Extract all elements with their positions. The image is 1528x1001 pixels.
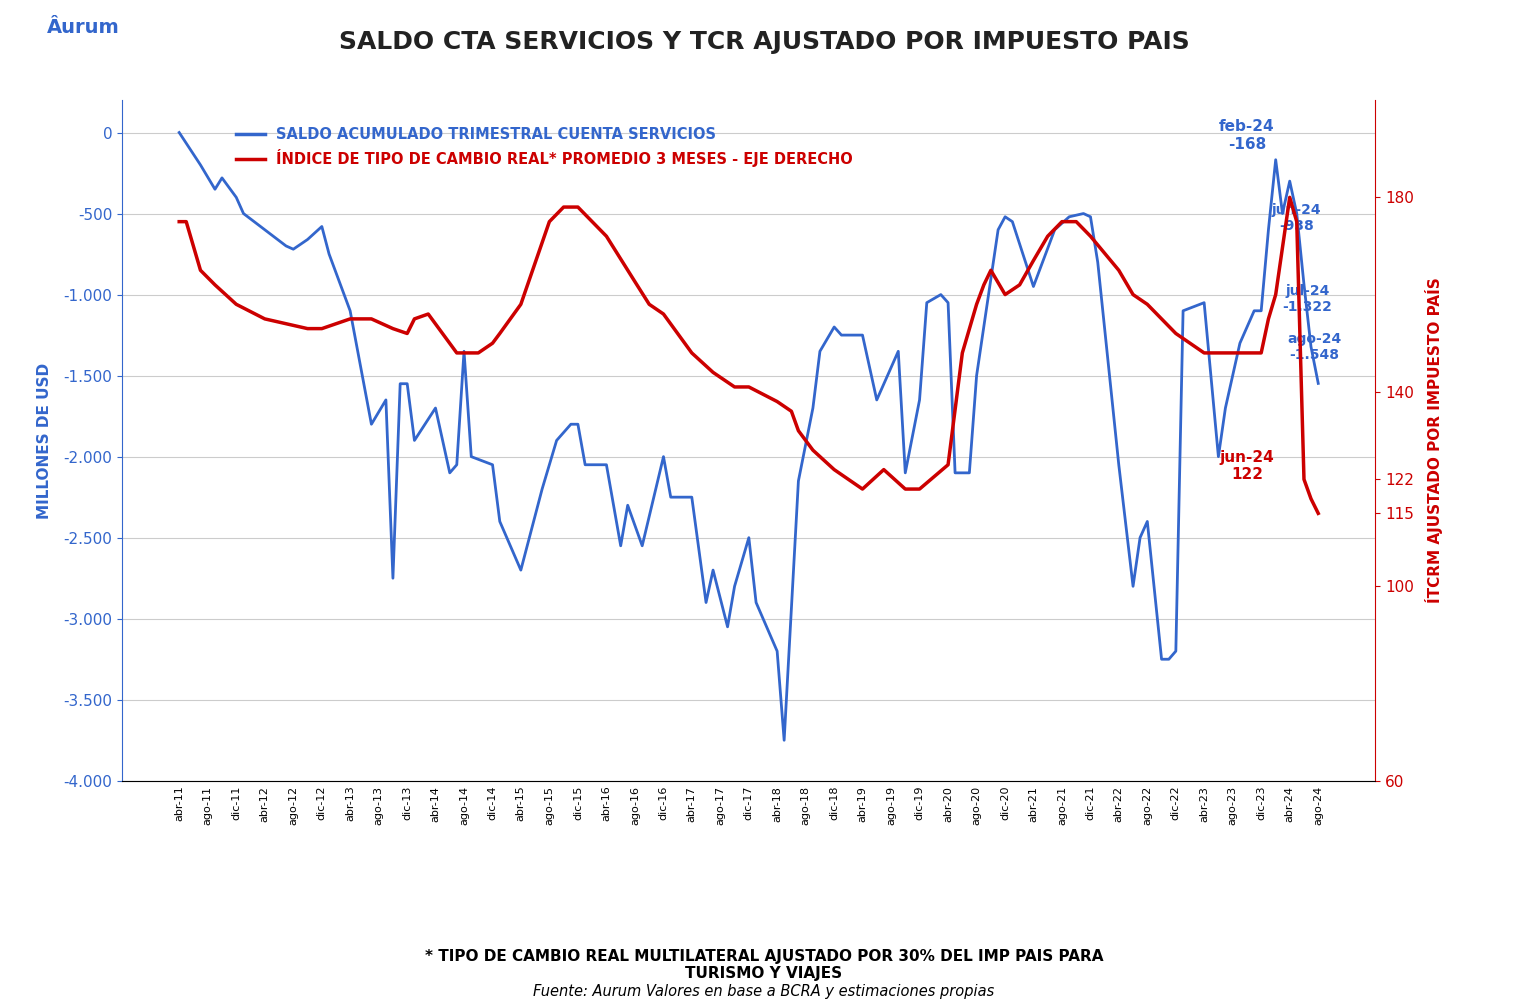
- Text: jul-24
-1.322: jul-24 -1.322: [1282, 283, 1332, 313]
- Y-axis label: MILLONES DE USD: MILLONES DE USD: [37, 362, 52, 519]
- Text: jun-24
-938: jun-24 -938: [1271, 202, 1322, 233]
- Y-axis label: ÍTCRM AJUSTADO POR IMPUESTO PAÍS: ÍTCRM AJUSTADO POR IMPUESTO PAÍS: [1426, 277, 1442, 604]
- Text: Fuente: Aurum Valores en base a BCRA y estimaciones propias: Fuente: Aurum Valores en base a BCRA y e…: [533, 984, 995, 999]
- Text: jun-24
122: jun-24 122: [1219, 449, 1274, 482]
- Text: Âurum: Âurum: [47, 18, 119, 37]
- Text: * TIPO DE CAMBIO REAL MULTILATERAL AJUSTADO POR 30% DEL IMP PAIS PARA
TURISMO Y : * TIPO DE CAMBIO REAL MULTILATERAL AJUST…: [425, 949, 1103, 981]
- Text: feb-24
-168: feb-24 -168: [1219, 119, 1274, 152]
- Text: ago-24
-1.548: ago-24 -1.548: [1287, 332, 1342, 362]
- Text: SALDO CTA SERVICIOS Y TCR AJUSTADO POR IMPUESTO PAIS: SALDO CTA SERVICIOS Y TCR AJUSTADO POR I…: [339, 30, 1189, 54]
- Legend: SALDO ACUMULADO TRIMESTRAL CUENTA SERVICIOS, ÍNDICE DE TIPO DE CAMBIO REAL* PROM: SALDO ACUMULADO TRIMESTRAL CUENTA SERVIC…: [229, 121, 859, 173]
